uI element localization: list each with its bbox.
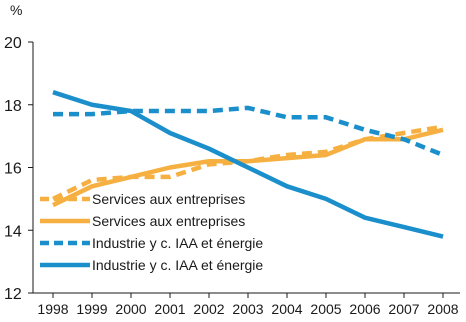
- y-unit-label: %: [10, 2, 22, 18]
- x-tick-label: 2004: [271, 301, 302, 317]
- x-tick-label: 2000: [115, 301, 146, 317]
- x-tick-label: 2005: [310, 301, 341, 317]
- x-tick-label: 2007: [388, 301, 419, 317]
- x-tick-label: 1999: [76, 301, 107, 317]
- legend-label-4: Industrie y c. IAA et énergie: [92, 257, 263, 273]
- x-tick-label: 2002: [193, 301, 224, 317]
- legend-label-1: Services aux entreprises: [92, 191, 245, 207]
- legend-item-1: Services aux entreprises: [40, 191, 245, 207]
- series-layer: [52, 90, 444, 239]
- legend-item-2: Services aux entreprises: [40, 213, 245, 229]
- series-line-3: [53, 105, 444, 158]
- x-tick-label: 2008: [427, 301, 458, 317]
- y-axis-ticks: 12 14 16 18 20: [4, 35, 33, 303]
- x-tick-label: 1998: [37, 301, 68, 317]
- x-axis-ticks: 1998 1999 2000 2001 2002 2003 2004 2005 2006 2007…: [37, 293, 459, 317]
- legend: Services aux entreprises Services aux en…: [40, 191, 263, 273]
- y-tick-label: 20: [4, 35, 22, 52]
- x-tick-label: 2006: [349, 301, 380, 317]
- legend-label-2: Services aux entreprises: [92, 213, 245, 229]
- x-tick-label: 2003: [232, 301, 263, 317]
- legend-label-3: Industrie y c. IAA et énergie: [92, 235, 263, 251]
- y-tick-label: 14: [4, 223, 22, 240]
- legend-item-4: Industrie y c. IAA et énergie: [40, 257, 263, 273]
- legend-item-3: Industrie y c. IAA et énergie: [40, 235, 263, 251]
- plot-area: 12 14 16 18 20 1998 1999 2000 2001 2002 2003 2004 2…: [4, 35, 460, 317]
- y-tick-label: 16: [4, 161, 22, 178]
- y-tick-label: 18: [4, 98, 22, 115]
- x-tick-label: 2001: [154, 301, 185, 317]
- y-tick-label: 12: [4, 286, 22, 303]
